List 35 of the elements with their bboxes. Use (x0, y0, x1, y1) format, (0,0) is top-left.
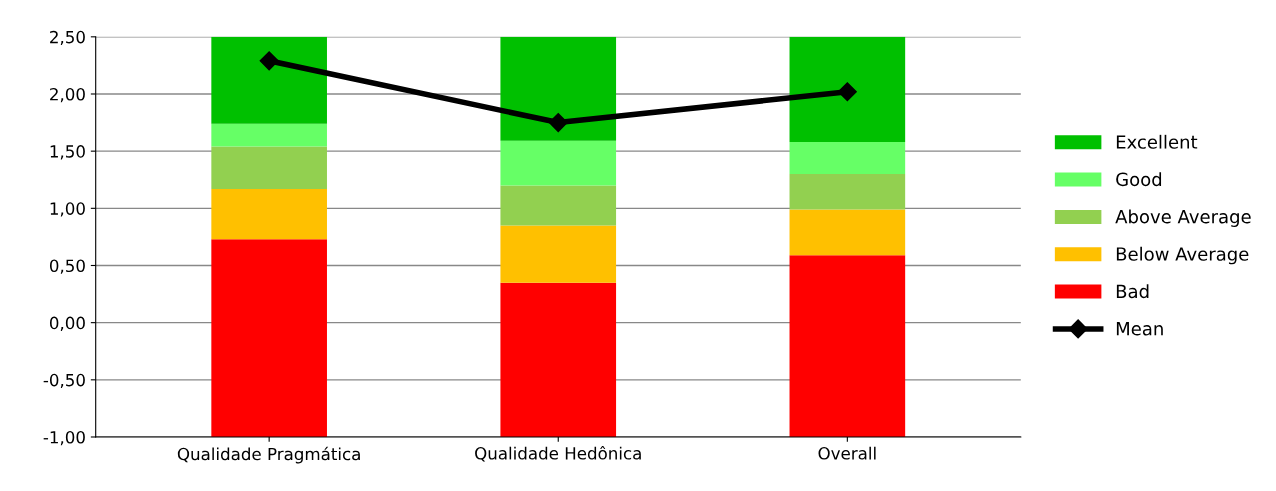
y-tick-label: 1,50 (50, 145, 85, 160)
y-tick-label: 2,00 (50, 87, 85, 103)
point (259, 51, 279, 71)
bar (211, 146, 327, 189)
bar (789, 255, 906, 437)
y-tick-label: 2,50 (50, 30, 85, 46)
bar (211, 188, 327, 240)
point (548, 113, 568, 133)
bar (500, 282, 617, 437)
y-tick-label: -0,50 (43, 373, 85, 389)
bar (500, 185, 617, 226)
x-tick-label: Qualidade Pragmática (177, 446, 360, 464)
bar (789, 209, 906, 256)
point (837, 82, 857, 102)
legend-label: Excellent (1116, 134, 1198, 149)
legend-label: Mean (1116, 322, 1163, 336)
y-tick-label: -1,00 (43, 430, 85, 446)
bar (789, 36, 906, 143)
bar (789, 174, 906, 210)
bar (500, 36, 617, 141)
bar (211, 123, 327, 147)
legend-label: Bad (1116, 284, 1149, 299)
y-tick-label: 0,50 (49, 259, 85, 274)
y-tick-label: 0,00 (49, 316, 85, 331)
legend-label: Good (1116, 172, 1162, 187)
bar (211, 36, 327, 124)
bar (789, 142, 906, 175)
legend-label: Above Average (1115, 209, 1251, 227)
bar (500, 225, 617, 283)
y-tick-label: 1,00 (50, 202, 85, 217)
x-tick-label: Qualidade Hedônica (475, 446, 641, 462)
legend-label: Below Average (1116, 246, 1249, 265)
bar (211, 239, 327, 437)
bar (500, 140, 617, 186)
x-tick-label: Overall (818, 446, 876, 460)
